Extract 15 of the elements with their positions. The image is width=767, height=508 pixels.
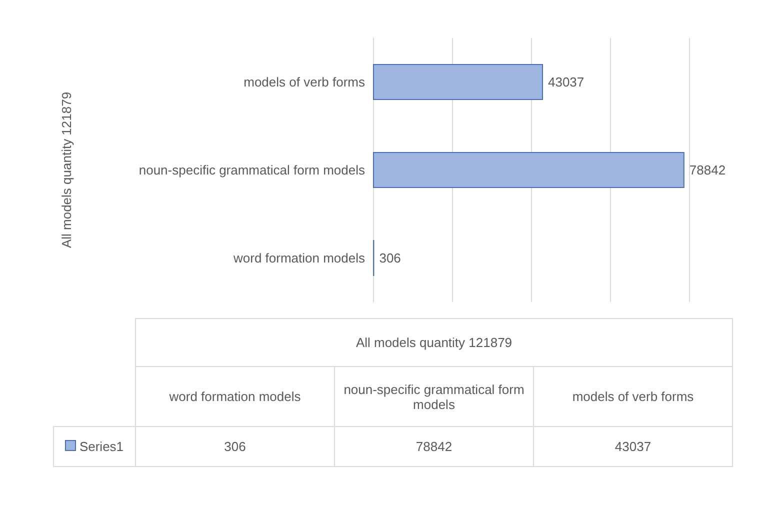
category-label: word formation models [169, 389, 301, 404]
y-tick-label: models of verb forms [244, 74, 366, 90]
text: 43037 [614, 439, 652, 454]
data-label: 78842 [689, 162, 726, 178]
category-label: noun-specific grammatical form models [344, 382, 524, 412]
text: All models quantity 121879 [59, 92, 74, 248]
y-tick-label: word formation models [232, 250, 366, 266]
text: 306 [224, 439, 246, 454]
category-label: models of verb forms [572, 389, 694, 404]
text: 78842 [416, 439, 452, 454]
y-axis-title: All models quantity 121879 [136, 318, 732, 366]
y-tick-label: noun-specific grammatical form models [138, 162, 366, 178]
data-label: 43037 [548, 74, 584, 90]
legend-label: Series1 [54, 426, 136, 466]
data-label: 306 [379, 250, 401, 266]
